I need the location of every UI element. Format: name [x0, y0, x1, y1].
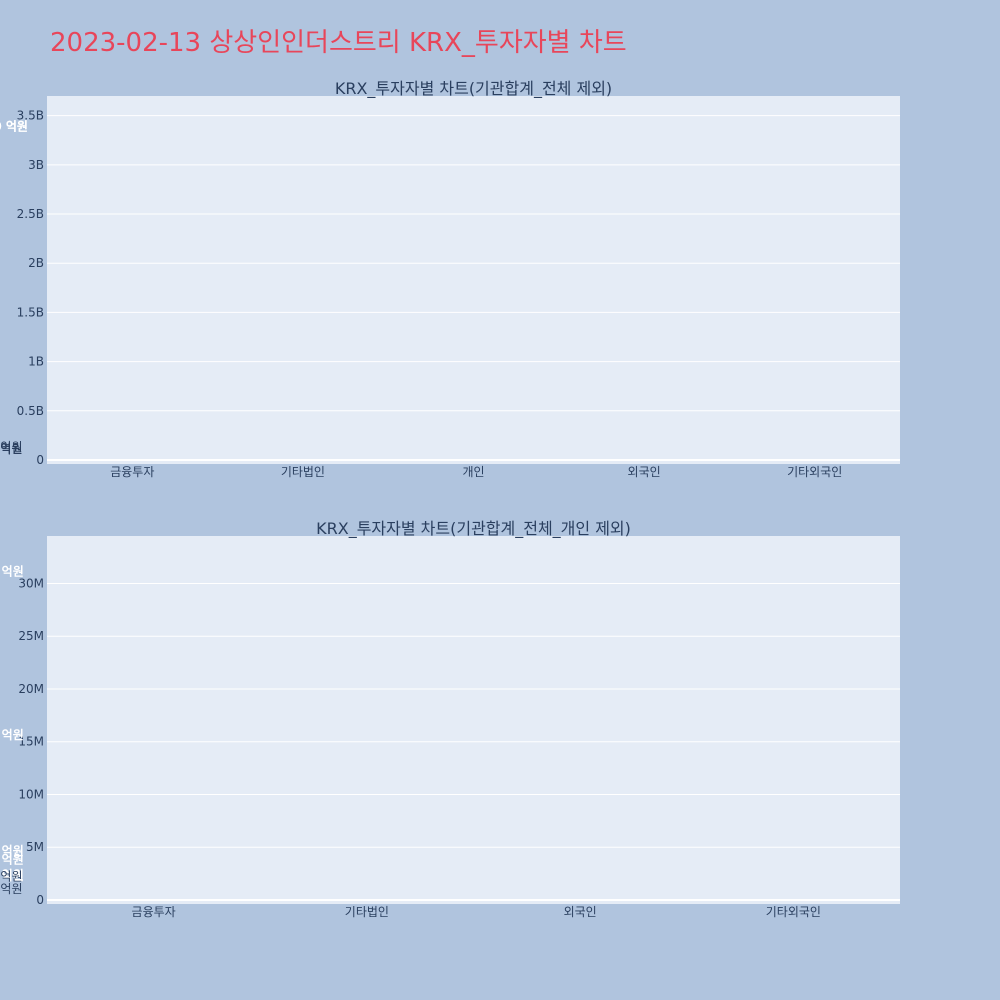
y-tick-label: 1.5B [17, 305, 44, 319]
data-label: 0.0 억원 [0, 868, 24, 882]
data-label: 0.3 억원 [0, 564, 24, 578]
chart-title-1: KRX_투자자별 차트(기관합계_전체 제외) [335, 79, 612, 99]
y-tick-label: 3B [28, 158, 44, 172]
x-tick-label: 기타법인 [281, 465, 325, 479]
data-label: 0.1 억원 [0, 844, 24, 858]
y-tick-label: 5M [26, 840, 44, 854]
data-label: 0.0 억원 [0, 869, 24, 883]
y-tick-label: 30M [18, 576, 44, 590]
data-label: 35.0 억원 [0, 120, 28, 134]
data-label: 0.0 억원 [0, 442, 22, 456]
y-tick-label: 2B [28, 256, 44, 270]
data-label: 0.0 억원 [0, 882, 22, 896]
x-tick-label: 금융투자 [132, 905, 176, 919]
x-tick-label: 개인 [462, 465, 484, 479]
y-tick-label: 3.5B [17, 109, 44, 123]
data-label: 0.0 억원 [0, 869, 22, 883]
y-tick-label: 10M [18, 787, 44, 801]
data-label: 0.0 억원 [0, 442, 22, 456]
data-label: 0.3 억원 [0, 440, 22, 454]
data-label: 0.0 억원 [0, 442, 22, 456]
x-tick-label: 기타외국인 [787, 465, 842, 479]
x-tick-label: 금융투자 [110, 465, 154, 479]
y-tick-label: 0 [36, 453, 44, 467]
y-tick-label: 25M [18, 629, 44, 643]
y-tick-label: 1B [28, 355, 44, 369]
x-tick-label: 외국인 [628, 465, 661, 479]
x-tick-label: 기타외국인 [766, 905, 821, 919]
chart-title-2: KRX_투자자별 차트(기관합계_전체_개인 제외) [316, 519, 631, 539]
y-tick-label: 0.5B [17, 404, 44, 418]
y-tick-label: 0 [36, 893, 44, 907]
page-title: 2023-02-13 상상인인더스트리 KRX_투자자별 차트 [50, 28, 627, 58]
plot-area-2 [47, 536, 900, 904]
data-label: 0.0 억원 [0, 442, 22, 456]
x-tick-label: 기타법인 [345, 905, 389, 919]
y-tick-label: 2.5B [17, 207, 44, 221]
data-label: 0.0 억원 [0, 852, 24, 866]
data-label: 0.0 억원 [0, 442, 22, 456]
data-label: 35.0 억원 [0, 120, 28, 134]
y-tick-label: 20M [18, 682, 44, 696]
data-label: 0.2 억원 [0, 728, 24, 742]
data-label: 0.1 억원 [0, 442, 22, 456]
x-tick-label: 외국인 [564, 905, 597, 919]
y-tick-label: 15M [18, 735, 44, 749]
data-label: 0.2 억원 [0, 441, 22, 455]
plot-area-1 [47, 96, 900, 464]
